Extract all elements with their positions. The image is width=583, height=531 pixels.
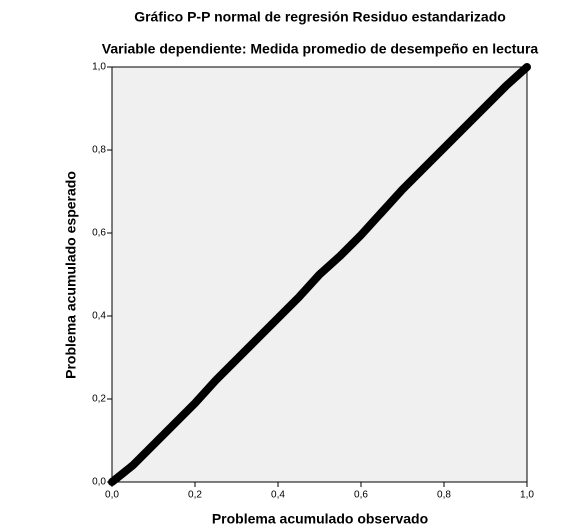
y-tick-label: 0,0 xyxy=(92,477,106,488)
x-tick-label: 0,8 xyxy=(437,490,451,501)
x-tick-label: 0,4 xyxy=(271,490,285,501)
x-axis-label: Problema acumulado observado xyxy=(212,511,428,527)
y-tick-label: 1,0 xyxy=(92,62,106,73)
y-tick-label: 0,6 xyxy=(92,228,106,239)
chart-subtitle: Variable dependiente: Medida promedio de… xyxy=(102,41,539,57)
x-tick-label: 1,0 xyxy=(520,490,534,501)
y-tick-label: 0,2 xyxy=(92,394,106,405)
y-axis-label: Problema acumulado esperado xyxy=(63,171,79,379)
y-tick-label: 0,4 xyxy=(92,311,106,322)
x-tick-label: 0,0 xyxy=(105,490,119,501)
chart-title: Gráfico P-P normal de regresión Residuo … xyxy=(134,9,506,25)
y-tick-label: 0,8 xyxy=(92,145,106,156)
x-tick-label: 0,6 xyxy=(354,490,368,501)
x-tick-label: 0,2 xyxy=(188,490,202,501)
data-line xyxy=(108,63,531,486)
